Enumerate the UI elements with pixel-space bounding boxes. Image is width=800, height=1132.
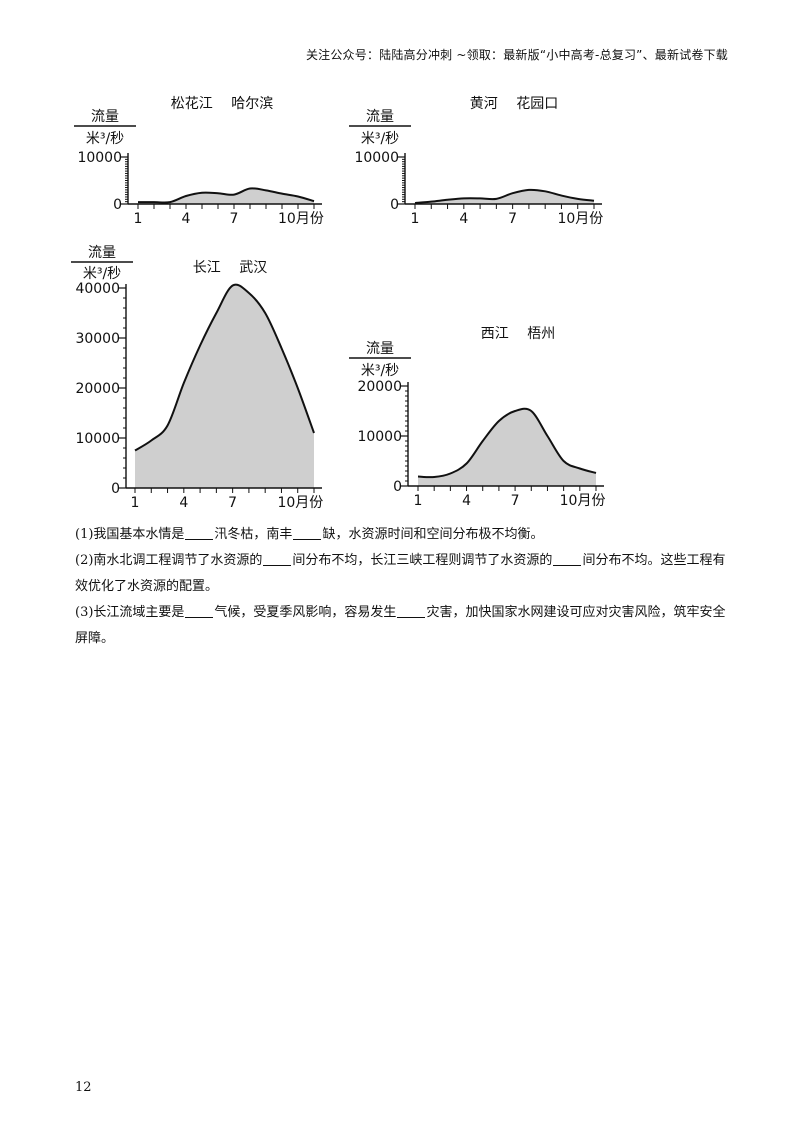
chart-title: 黄河 花园口	[470, 95, 558, 112]
chart-title: 长江 武汉	[193, 260, 267, 276]
x-tick-label: 10月份	[278, 211, 324, 227]
flow-area	[418, 408, 596, 486]
x-tick-label: 7	[230, 211, 239, 227]
answer-blank[interactable]	[293, 525, 322, 540]
answer-blank[interactable]	[185, 603, 214, 618]
x-tick-label: 4	[459, 211, 468, 227]
y-tick-label: 0	[111, 481, 120, 497]
answer-blank[interactable]	[263, 551, 292, 566]
flow-line	[137, 187, 315, 204]
x-tick-label: 7	[511, 493, 520, 509]
questions: (1)我国基本水情是 汛冬枯，南丰 缺，水资源时间和空间分布极不均衡。 (2)南水北…	[75, 522, 735, 652]
y-tick-label: 0	[113, 197, 122, 213]
x-tick-label: 1	[411, 211, 420, 227]
y-tick-label: 0	[390, 197, 399, 213]
y-axis-title: 流量	[88, 245, 116, 261]
answer-blank[interactable]	[185, 525, 214, 540]
y-tick-label: 10000	[75, 431, 120, 447]
y-tick-label: 20000	[75, 381, 120, 397]
flow-area	[135, 284, 314, 488]
y-tick-label: 10000	[354, 150, 399, 166]
flow-line	[417, 407, 597, 479]
x-tick-label: 4	[182, 211, 191, 227]
page-number: 12	[75, 1080, 92, 1095]
chart-title: 松花江 哈尔滨	[171, 96, 273, 112]
answer-blank[interactable]	[553, 551, 582, 566]
x-tick-label: 10月份	[560, 493, 606, 509]
y-tick-label: 10000	[357, 429, 402, 445]
y-tick-label: 10000	[77, 150, 122, 166]
question-3: (3)长江流域主要是 气候，受夏季风影响，容易发生 灾害，加快国家水网建设可应对灾害…	[75, 603, 726, 646]
chart-title: 西江 梧州	[481, 326, 555, 342]
page-header: 关注公众号：陆陆高分冲刺 ~领取：最新版“小中高考-总复习”、最新试卷下载	[305, 48, 728, 62]
y-axis-unit: 米³/秒	[86, 131, 124, 147]
y-axis-title: 流量	[366, 341, 394, 357]
x-tick-label: 4	[179, 495, 188, 511]
x-tick-label: 7	[228, 495, 237, 511]
flow-line	[134, 283, 315, 452]
y-axis-unit: 米³/秒	[361, 131, 399, 147]
y-axis-unit: 米³/秒	[361, 363, 399, 379]
x-tick-label: 4	[462, 493, 471, 509]
x-tick-label: 1	[134, 211, 143, 227]
flow-line	[414, 188, 595, 205]
x-tick-label: 7	[508, 211, 517, 227]
y-axis-title: 流量	[366, 109, 394, 125]
x-tick-label: 1	[131, 495, 140, 511]
y-tick-label: 0	[393, 479, 402, 495]
x-tick-label: 10月份	[277, 495, 323, 511]
question-1: (1)我国基本水情是 汛冬枯，南丰 缺，水资源时间和空间分布极不均衡。	[75, 525, 544, 542]
y-tick-label: 30000	[75, 331, 120, 347]
y-axis-title: 流量	[91, 109, 119, 125]
question-2: (2)南水北调工程调节了水资源的 间分布不均，长江三峡工程则调节了水资源的 间分布不…	[75, 551, 726, 594]
flow-area	[138, 188, 314, 204]
answer-blank[interactable]	[397, 603, 426, 618]
y-tick-label: 20000	[357, 379, 402, 395]
x-tick-label: 10月份	[557, 211, 603, 227]
y-tick-label: 40000	[75, 281, 120, 297]
y-axis-unit: 米³/秒	[83, 266, 121, 282]
x-tick-label: 1	[414, 493, 423, 509]
